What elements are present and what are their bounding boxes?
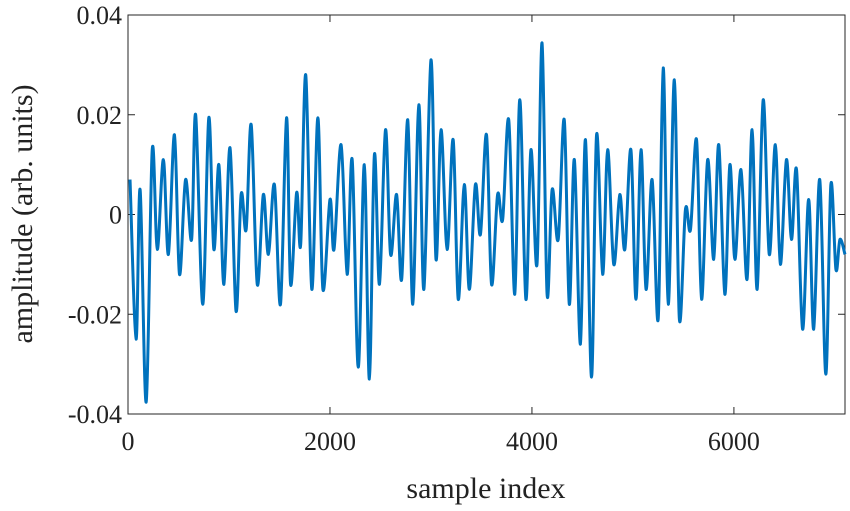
x-tick-label: 0 <box>122 427 135 456</box>
signal-line <box>128 41 847 404</box>
y-tick-label: 0.04 <box>77 1 123 30</box>
y-tick-label: 0 <box>109 201 122 230</box>
y-axis-label: amplitude (arb. units) <box>6 84 39 343</box>
x-axis-label: sample index <box>406 472 565 505</box>
y-tick-label: -0.02 <box>68 300 122 329</box>
x-tick-label: 6000 <box>708 427 760 456</box>
y-tick-label: 0.02 <box>77 101 123 130</box>
x-tick-label: 4000 <box>506 427 558 456</box>
y-tick-label: -0.04 <box>68 400 122 429</box>
x-tick-label: 2000 <box>304 427 356 456</box>
